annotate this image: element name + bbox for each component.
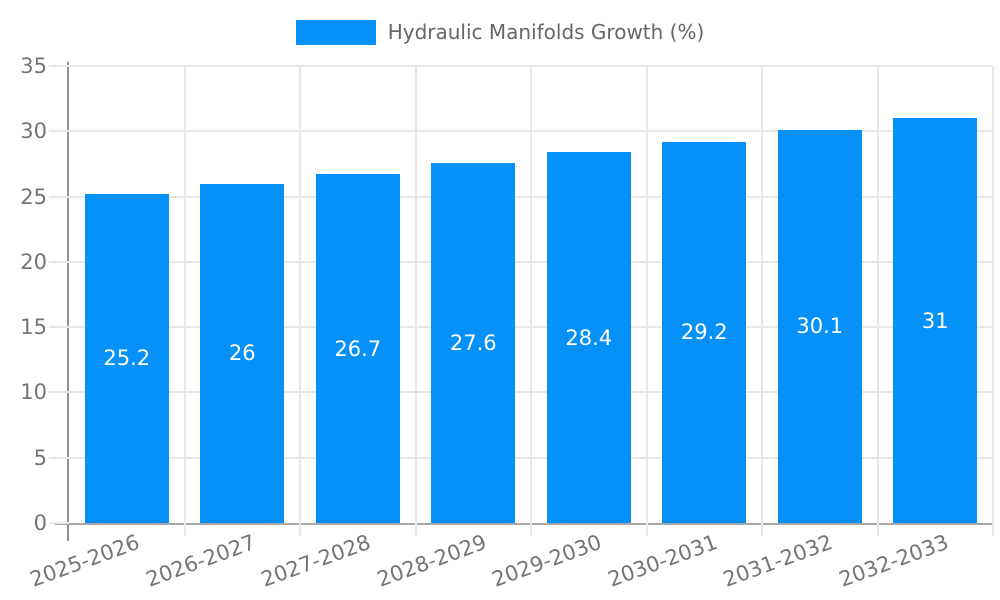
y-axis-tick-label: 15 [20, 315, 47, 340]
legend-label: Hydraulic Manifolds Growth (%) [387, 19, 705, 44]
y-tick-mark [49, 326, 69, 329]
x-tick-mark [299, 523, 301, 536]
y-axis-tick-label: 35 [20, 54, 47, 78]
bar[interactable]: 31 [893, 118, 978, 523]
bar-value-label: 26 [228, 341, 256, 366]
x-gridline [530, 66, 532, 523]
bar[interactable]: 29.2 [662, 141, 747, 523]
x-tick-mark [876, 523, 879, 536]
bar-value-label: 27.6 [449, 330, 497, 355]
bar-value-label: 29.2 [680, 320, 728, 345]
bar-value-label: 30.1 [796, 314, 844, 339]
x-tick-mark [992, 523, 994, 536]
bar-value-label: 25.2 [103, 346, 151, 371]
y-axis-line [67, 62, 69, 541]
x-axis-tick-label: 2027-2028 [258, 530, 374, 592]
y-axis-tick-label: 30 [20, 119, 47, 144]
bar-value-label: 26.7 [334, 336, 382, 361]
x-axis-tick-label: 2032-2033 [835, 530, 952, 592]
y-tick-mark [49, 65, 69, 67]
y-axis-tick-label: 20 [20, 249, 47, 274]
y-axis-tick-label: 10 [20, 380, 47, 405]
x-axis-tick-label: 2029-2030 [489, 530, 605, 592]
x-gridline [183, 66, 186, 523]
legend-swatch-icon [295, 19, 376, 45]
y-tick-mark [49, 195, 69, 198]
x-gridline [876, 66, 879, 523]
x-axis-tick-label: 2028-2029 [373, 530, 490, 592]
bar[interactable]: 25.2 [84, 193, 169, 523]
x-axis-line [55, 523, 993, 525]
x-axis-tick-label: 2026-2027 [142, 530, 259, 592]
y-axis-tick-label: 0 [33, 511, 47, 535]
x-tick-mark [645, 523, 648, 536]
y-tick-mark [49, 260, 69, 263]
x-axis-tick-label: 2031-2032 [720, 530, 836, 592]
bar[interactable]: 28.4 [546, 152, 631, 523]
bar-value-label: 31 [921, 308, 949, 333]
x-tick-mark [414, 523, 417, 536]
bar[interactable]: 27.6 [431, 162, 516, 523]
x-gridline [761, 66, 763, 523]
plot-area: 0 5 10 15 20 25 30 35 25.2 26 26.7 27.6 28.4 29.2 30.1… [20, 54, 994, 592]
x-tick-mark [530, 523, 532, 536]
bar-value-label: 28.4 [565, 325, 613, 350]
x-gridline [992, 66, 994, 523]
x-gridline [414, 66, 417, 523]
bar[interactable]: 26 [200, 183, 285, 523]
y-tick-mark [49, 522, 69, 524]
x-tick-mark [761, 523, 763, 536]
x-gridline [645, 66, 648, 523]
x-tick-mark [183, 523, 186, 536]
x-axis-tick-label: 2030-2031 [604, 530, 721, 592]
y-tick-mark [49, 130, 69, 133]
y-tick-mark [49, 391, 69, 394]
x-axis-tick-label: 2025-2026 [27, 530, 143, 592]
y-axis-tick-label: 5 [33, 445, 47, 470]
bar[interactable]: 30.1 [777, 129, 862, 523]
x-gridline [299, 66, 301, 523]
y-axis-tick-label: 25 [20, 184, 47, 209]
y-tick-mark [49, 456, 69, 459]
bar[interactable]: 26.7 [315, 174, 400, 523]
legend[interactable]: Hydraulic Manifolds Growth (%) [0, 19, 1000, 45]
